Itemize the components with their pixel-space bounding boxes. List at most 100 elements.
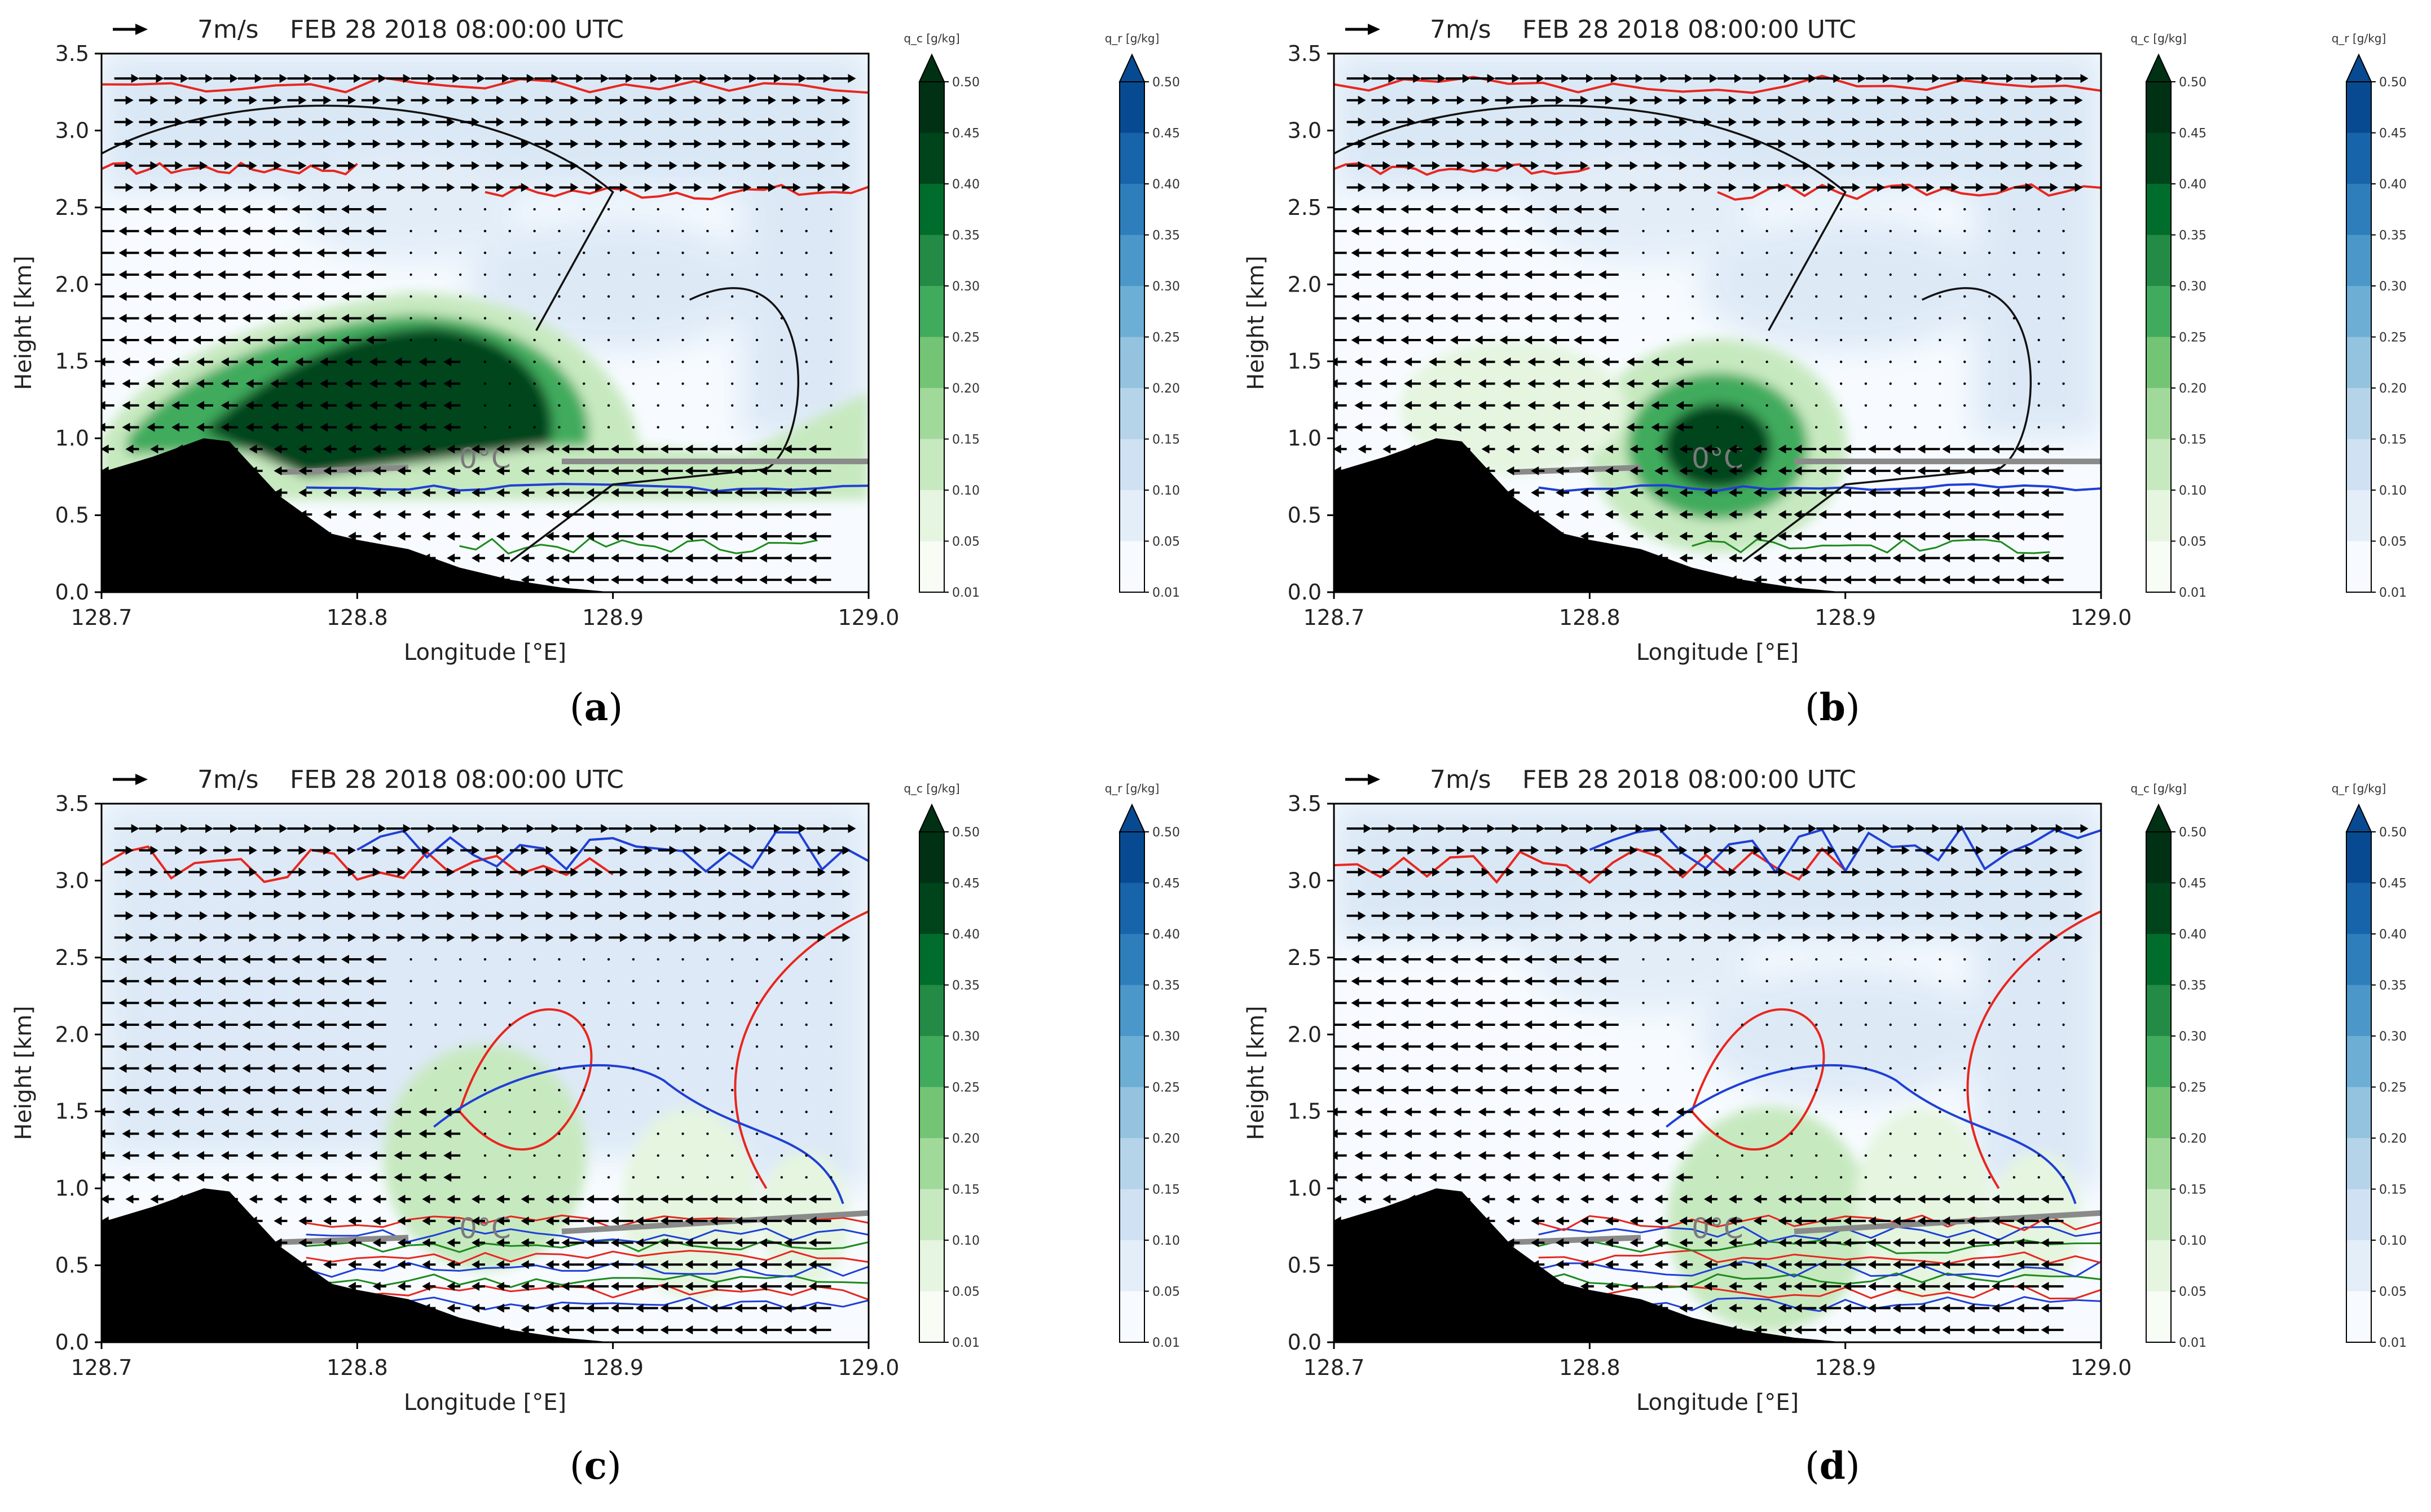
wind-vector-4-9-c-head	[323, 1238, 332, 1247]
wind-vector-17-21-c	[632, 958, 635, 961]
wind-vector-8-24-d	[1939, 1154, 1941, 1157]
wind-vector-19-12-c-head	[422, 911, 430, 920]
wind-vector-6-19-a-head	[561, 444, 570, 454]
wind-vector-21-9-b-head	[1580, 117, 1589, 127]
wind-vector-20-3-b-head	[1432, 139, 1441, 149]
wind-vector-0-23-b-head	[1892, 575, 1901, 585]
wind-vector-15-11-b-head	[1598, 248, 1606, 258]
wind-vector-21-25-a-head	[743, 117, 752, 127]
wind-vector-14-15-b	[1716, 273, 1719, 276]
wind-vector-8-8-d-head	[1527, 1150, 1536, 1160]
wind-vector-20-9-c-head	[348, 889, 356, 899]
wind-vector-20-29-c-head	[842, 889, 851, 899]
wind-vector-12-1-a-head	[118, 314, 127, 323]
wind-vector-16-18-a	[558, 230, 561, 232]
wind-vector-6-15-b-head	[1704, 444, 1712, 454]
wind-vector-20-8-c-head	[323, 889, 332, 899]
wind-vector-21-19-c-head	[595, 867, 604, 877]
wind-vector-10-19-a	[583, 360, 585, 363]
wind-vector-21-8-a-head	[323, 117, 332, 127]
wind-vector-14-24-b	[1939, 273, 1941, 276]
wind-vector-10-27-c	[780, 1110, 783, 1113]
wind-vector-4-25-a-head	[710, 488, 718, 497]
wind-vector-3-9-a-head	[323, 510, 332, 519]
wind-vector-20-23-b-head	[1926, 139, 1935, 149]
wind-vector-20-2-c-head	[175, 889, 183, 899]
wind-vector-12-18-b	[1790, 317, 1793, 320]
colorbar-ticklabel-3-qr-b: 0.35	[2379, 229, 2407, 243]
wind-vector-5-27-c-head	[759, 1216, 767, 1226]
wind-vector-8-24-c	[706, 1154, 709, 1157]
colorbar-ticklabel-4-qc-c: 0.30	[952, 1030, 980, 1044]
wind-vector-21-3-c-head	[200, 867, 208, 877]
wind-vector-7-3-d-head	[1404, 1172, 1412, 1182]
wind-vector-3-21-d-head	[1843, 1260, 1851, 1269]
wind-vector-21-22-c-head	[669, 867, 677, 877]
wind-vector-17-1-c-head	[118, 955, 127, 964]
wind-vector-15-18-c	[558, 1002, 561, 1004]
colorbar-ticklabel-7-qc-c: 0.15	[952, 1183, 980, 1197]
wind-vector-17-2-b-head	[1376, 205, 1384, 214]
wind-vector-4-19-c-head	[561, 1238, 570, 1247]
wind-vector-23-29-c-head	[848, 824, 856, 834]
wind-vector-18-21-c-head	[644, 933, 653, 942]
wind-vector-13-15-a	[483, 295, 487, 298]
wind-vector-6-6-a-head	[249, 444, 257, 454]
wind-vector-3-20-b-head	[1818, 510, 1827, 519]
wind-vector-15-22-a	[657, 252, 659, 254]
wind-vector-19-4-b-head	[1456, 161, 1465, 170]
wind-vector-3-15-d-head	[1704, 1260, 1712, 1269]
wind-vector-7-27-b	[2012, 426, 2016, 429]
wind-vector-19-5-c-head	[249, 911, 257, 920]
wind-vector-13-14-c	[459, 1045, 462, 1048]
wind-vector-7-5-d-head	[1453, 1172, 1461, 1182]
wind-vector-11-6-b-head	[1474, 335, 1483, 345]
contour-blue-a	[306, 483, 869, 492]
wind-vector-19-7-c-head	[298, 911, 307, 920]
wind-vector-22-16-c-head	[521, 845, 529, 855]
wind-vector-8-29-c	[830, 1154, 833, 1157]
wind-vector-6-0-c-head	[102, 1194, 109, 1204]
wind-vector-20-19-a-head	[595, 139, 604, 149]
colorbar-seg-9-qr-b	[2346, 82, 2371, 133]
wind-vector-11-17-b	[1765, 338, 1768, 342]
wind-vector-2-28-d-head	[2016, 1281, 2024, 1291]
wind-vector-3-25-b-head	[1942, 510, 1950, 519]
wind-vector-7-0-b-head	[1334, 422, 1338, 432]
wind-vector-13-21-d	[1864, 1045, 1868, 1048]
wind-vector-15-9-a-head	[316, 248, 325, 258]
wind-vector-14-28-b	[2037, 273, 2040, 276]
wind-vector-7-16-d	[1741, 1176, 1744, 1179]
wind-vector-15-10-c-head	[341, 998, 349, 1008]
wind-vector-13-10-d-head	[1573, 1042, 1582, 1051]
wind-vector-23-12-a-head	[428, 74, 436, 83]
wind-vector-14-9-c-head	[316, 1020, 325, 1030]
wind-vector-14-1-b-head	[1351, 270, 1359, 280]
wind-vector-18-20-c-head	[620, 933, 628, 942]
wind-vector-13-15-d	[1716, 1045, 1719, 1048]
wind-vector-6-17-b-head	[1753, 444, 1761, 454]
wind-vector-9-2-b-head	[1379, 379, 1388, 389]
wind-vector-9-9-a-head	[320, 379, 328, 389]
wind-vector-21-13-a-head	[447, 117, 455, 127]
wind-vector-16-26-b	[1988, 230, 1991, 232]
wind-vector-9-20-b	[1839, 382, 1843, 385]
wind-vector-7-28-a	[805, 426, 808, 429]
wind-vector-9-4-a-head	[196, 379, 204, 389]
wind-vector-10-3-d-head	[1404, 1107, 1412, 1117]
wind-vector-4-28-c-head	[783, 1238, 792, 1247]
wind-vector-1-26-a-head	[734, 553, 743, 563]
wind-vector-0-21-a-head	[610, 575, 619, 585]
wind-vector-14-3-d-head	[1401, 1020, 1409, 1030]
wind-vector-10-9-c-head	[320, 1107, 328, 1117]
wind-vector-23-16-a-head	[526, 74, 535, 83]
wind-vector-21-9-a-head	[348, 117, 356, 127]
wind-vector-13-23-b	[1914, 295, 1917, 298]
wind-vector-10-4-a-head	[196, 357, 204, 367]
colorbar-ticklabel-6-qc-a: 0.20	[952, 382, 980, 396]
wind-vector-15-14-b	[1691, 252, 1694, 254]
wind-vector-9-22-b	[1889, 382, 1892, 385]
colorbar-ticklabel-10-qr-c: 0.01	[1152, 1336, 1180, 1350]
wind-vector-5-9-c-head	[323, 1216, 332, 1226]
wind-vector-21-5-a-head	[249, 117, 257, 127]
